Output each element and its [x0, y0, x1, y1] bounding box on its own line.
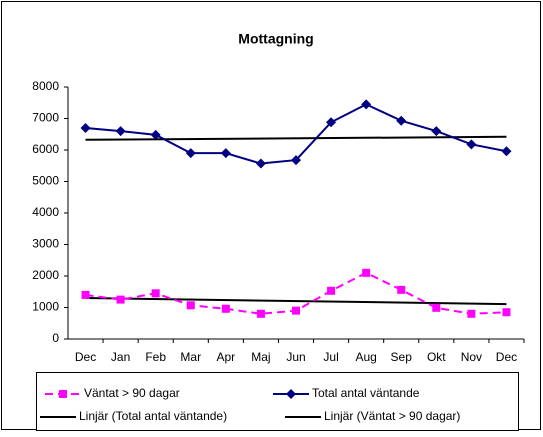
x-tick-label: Jan	[111, 350, 130, 364]
chart-border	[1, 1, 541, 430]
marker	[220, 148, 231, 159]
x-tick-label: Sep	[391, 350, 413, 364]
x-tick-label: Dec	[75, 350, 96, 364]
marker	[362, 268, 371, 277]
legend-label: Total antal väntande	[312, 386, 420, 400]
y-tick-label: 1000	[32, 300, 59, 314]
marker	[467, 309, 476, 318]
marker	[361, 99, 372, 110]
y-tick-label: 4000	[32, 205, 59, 219]
marker	[150, 129, 161, 140]
marker	[431, 126, 442, 137]
marker	[291, 155, 301, 166]
marker	[256, 309, 265, 318]
x-tick-label: Jul	[323, 350, 338, 364]
y-tick-label: 2000	[32, 268, 59, 282]
x-tick-label: Jun	[286, 350, 305, 364]
marker	[221, 304, 230, 313]
y-tick-label: 0	[52, 331, 59, 345]
marker	[466, 139, 477, 150]
x-tick-label: Mar	[180, 350, 201, 364]
x-tick-label: Aug	[355, 350, 376, 364]
marker	[286, 389, 296, 399]
y-tick-label: 6000	[32, 142, 59, 156]
marker	[327, 286, 336, 295]
x-tick-label: Okt	[427, 350, 446, 364]
x-tick-label: Dec	[496, 350, 517, 364]
trendline	[85, 297, 507, 306]
marker	[432, 303, 441, 312]
marker	[185, 148, 196, 159]
y-tick-label: 3000	[32, 237, 59, 251]
marker	[81, 290, 90, 299]
marker	[292, 306, 300, 315]
x-tick-label: Apr	[217, 350, 236, 364]
marker	[116, 295, 125, 304]
marker	[80, 122, 91, 133]
marker	[151, 289, 160, 298]
marker	[59, 390, 67, 398]
legend-box	[36, 372, 519, 431]
x-tick-label: Feb	[145, 350, 166, 364]
x-tick-label: Maj	[251, 350, 270, 364]
marker	[396, 115, 407, 126]
legend-label: Linjär (Väntat > 90 dagar)	[324, 409, 460, 423]
legend-label: Linjär (Total antal väntande)	[79, 409, 227, 423]
marker	[326, 117, 337, 128]
legend-label: Väntat > 90 dagar	[84, 386, 180, 400]
marker	[501, 146, 512, 157]
marker	[186, 301, 195, 310]
chart-title: Mottagning	[238, 31, 313, 47]
y-tick-label: 7000	[32, 111, 59, 125]
marker	[115, 126, 126, 137]
marker	[397, 285, 406, 294]
y-tick-label: 8000	[32, 79, 59, 93]
marker	[502, 308, 511, 317]
x-tick-label: Nov	[461, 350, 482, 364]
marker	[255, 158, 266, 169]
y-tick-label: 5000	[32, 174, 59, 188]
